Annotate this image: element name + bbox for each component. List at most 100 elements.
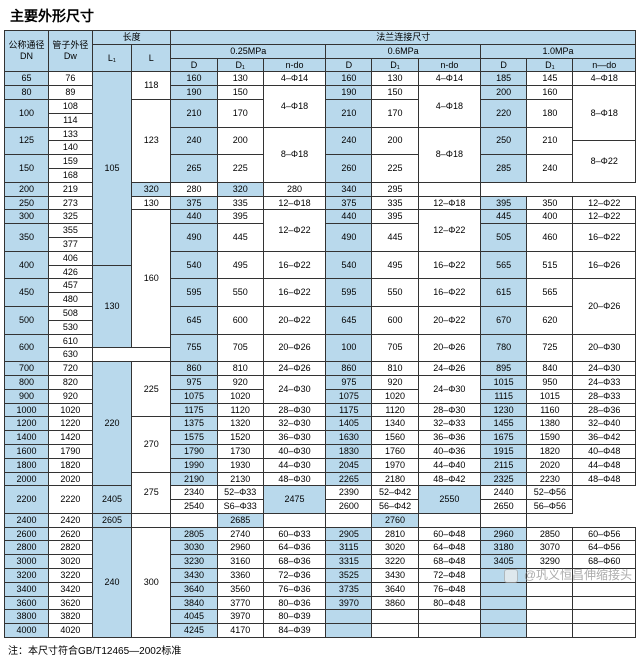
cell-dn: 100: [5, 99, 49, 127]
table-row: 24002420260526852760: [5, 513, 636, 527]
cell-dw: 820: [48, 375, 92, 389]
cell-d025: 2805: [171, 527, 217, 541]
cell-nd06: 44–Φ40: [418, 458, 480, 472]
cell-dw: 114: [48, 113, 92, 127]
cell-ls: 130: [132, 196, 171, 210]
cell-d110: 2020: [527, 458, 573, 472]
cell-nd025: 32–Φ30: [263, 417, 325, 431]
cell-d06: 3970: [326, 596, 372, 610]
cell-ls: 118: [132, 72, 171, 100]
cell-l1s: 130: [92, 265, 131, 348]
cell-nd025: 64–Φ36: [263, 541, 325, 555]
cell-dn: 800: [5, 375, 49, 389]
cell-d1025: 1930: [217, 458, 263, 472]
table-header: 公称通径DN 管子外径Dw 长度 法兰连接尺寸 L₁ L 0.25MPa 0.6…: [5, 31, 636, 72]
cell-nd025: 4–Φ14: [263, 72, 325, 86]
cell-nd025: 16–Φ22: [263, 251, 325, 279]
cell-d06: 3115: [326, 541, 372, 555]
cell-d10: 615: [481, 279, 527, 307]
cell-d110: 515: [527, 251, 573, 279]
cell-d1025: 335: [217, 196, 263, 210]
cell-d1025: 920: [217, 375, 263, 389]
cell-nd06: 64–Φ48: [418, 541, 480, 555]
cell-d106: 335: [372, 196, 418, 210]
cell-dn: 400: [5, 251, 49, 279]
cell-d110: 2650: [481, 500, 527, 514]
cell-dn: 2200: [5, 486, 49, 514]
col-ndo: n—do: [573, 58, 636, 72]
cell-d1025: 130: [217, 72, 263, 86]
cell-d10: 2325: [481, 472, 527, 486]
cell-dw: 406: [48, 251, 92, 265]
cell-dw: 133: [48, 127, 92, 141]
cell-d10: 1675: [481, 431, 527, 445]
cell-d10: 285: [481, 155, 527, 183]
cell-dw: 1020: [48, 403, 92, 417]
cell-nd10: 28–Φ36: [573, 403, 636, 417]
cell-d110: 350: [527, 196, 573, 210]
col-p10: 1.0MPa: [481, 44, 636, 58]
col-dw: 管子外径Dw: [48, 31, 92, 72]
cell-d106: 3430: [372, 569, 418, 583]
cell-d06: 3525: [326, 569, 372, 583]
cell-d110: 1160: [527, 403, 573, 417]
cell-nd025: S6–Φ33: [217, 500, 263, 514]
page-title: 主要外形尺寸: [10, 6, 636, 26]
cell-dw: 4020: [48, 624, 92, 638]
cell-d110: [527, 624, 573, 638]
cell-nd06: 8–Φ18: [418, 127, 480, 182]
cell-d106: 495: [372, 251, 418, 279]
cell-nd06: 4–Φ14: [418, 72, 480, 86]
cell-d1025: 3970: [217, 610, 263, 624]
cell-nd06: 48–Φ42: [418, 472, 480, 486]
cell-dn: 65: [5, 72, 49, 86]
cell-d025: 240: [171, 127, 217, 155]
cell-d10: [481, 582, 527, 596]
table-row: 65761051181601304–Φ141601304–Φ141851454–…: [5, 72, 636, 86]
cell-nd06: 24–Φ30: [418, 375, 480, 403]
cell-d025: 190: [171, 86, 217, 100]
cell-nd06: 36–Φ36: [418, 431, 480, 445]
col-ndo: n-do: [418, 58, 480, 72]
cell-nd10: 48–Φ48: [573, 472, 636, 486]
cell-d106: 1020: [372, 389, 418, 403]
cell-dw: 630: [48, 348, 92, 362]
cell-d06: 975: [326, 375, 372, 389]
cell-nd025: 80–Φ36: [263, 596, 325, 610]
cell-d106: 2810: [372, 527, 418, 541]
cell-nd10: [481, 513, 527, 527]
cell-dw: 920: [48, 389, 92, 403]
cell-d10: 200: [481, 86, 527, 100]
cell-nd025: 84–Φ39: [263, 624, 325, 638]
cell-d106: 130: [372, 72, 418, 86]
col-d: D: [481, 58, 527, 72]
cell-nd10: 20–Φ30: [573, 334, 636, 362]
cell-d025: 1575: [171, 431, 217, 445]
cell-nd025: 8–Φ18: [263, 127, 325, 182]
cell-d106: 2390: [326, 486, 372, 500]
cell-d1025: 1520: [217, 431, 263, 445]
cell-dn: 1800: [5, 458, 49, 472]
cell-d10: 1230: [481, 403, 527, 417]
cell-d06: 2685: [217, 513, 263, 527]
col-p06: 0.6MPa: [326, 44, 481, 58]
cell-d06: 240: [326, 127, 372, 155]
cell-d1025: 150: [217, 86, 263, 100]
cell-nd025: 60–Φ33: [263, 527, 325, 541]
table-body: 65761051181601304–Φ141601304–Φ141851454–…: [5, 72, 636, 638]
cell-d06: 100: [326, 334, 372, 362]
cell-d110: 2230: [527, 472, 573, 486]
cell-nd10: 8–Φ18: [573, 86, 636, 141]
cell-dw: 76: [48, 72, 92, 86]
cell-d025: 2405: [92, 486, 131, 514]
cell-d1025: 1320: [217, 417, 263, 431]
cell-d10: 565: [481, 251, 527, 279]
cell-nd025: 68–Φ36: [263, 555, 325, 569]
cell-d025: 490: [171, 224, 217, 252]
cell-d110: 2440: [481, 486, 527, 500]
cell-nd10: 60–Φ56: [573, 527, 636, 541]
cell-nd025: 40–Φ30: [263, 444, 325, 458]
cell-d110: 295: [372, 182, 418, 196]
cell-dn: 500: [5, 306, 49, 334]
cell-d1025: 170: [217, 99, 263, 127]
